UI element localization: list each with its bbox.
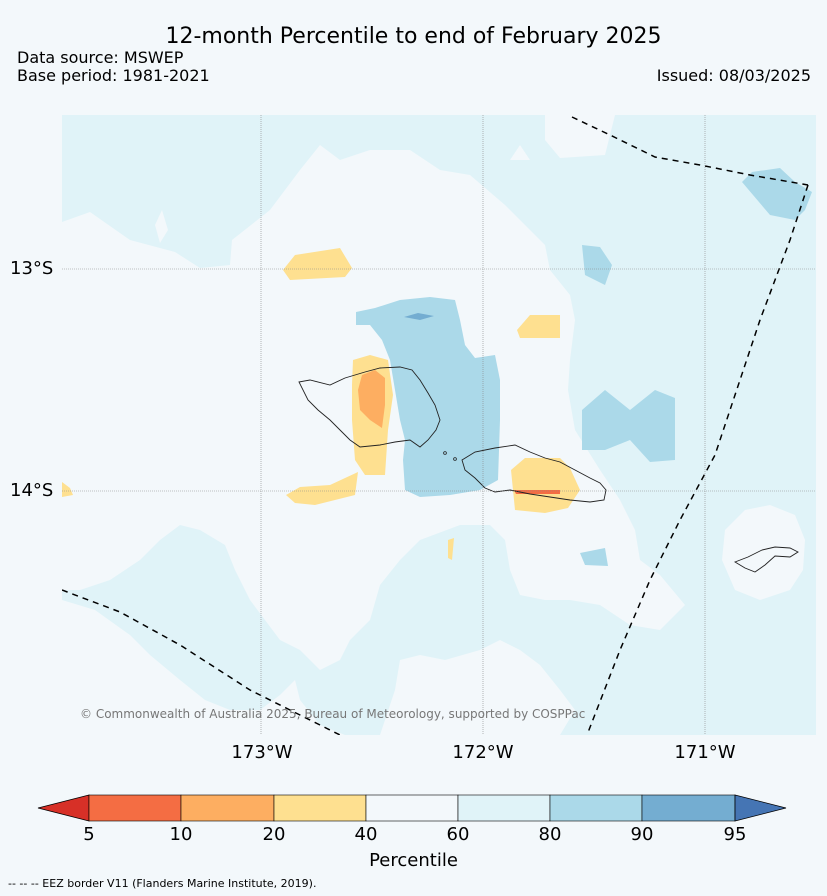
issued-date-label: Issued: 08/03/2025 xyxy=(656,66,811,85)
colorbar-segment xyxy=(549,794,643,822)
colorbar-tick: 40 xyxy=(354,824,378,845)
field-20-40-south xyxy=(448,538,454,560)
eez-border-north xyxy=(571,116,809,186)
lat-label-14s: 14°S xyxy=(10,480,54,501)
field-40-60-south-mid xyxy=(380,640,575,735)
colorbar xyxy=(37,794,787,822)
colorbar-tick: 80 xyxy=(538,824,562,845)
field-10-20-savaii xyxy=(358,370,385,428)
colorbar-segment xyxy=(641,794,736,822)
eez-border-southwest xyxy=(62,589,341,735)
colorbar-segment xyxy=(273,794,367,822)
colorbar-tick: 95 xyxy=(723,824,747,845)
colorbar-tick: 60 xyxy=(446,824,470,845)
lon-label-173w: 173°W xyxy=(231,742,293,763)
field-20-40-sw xyxy=(286,472,358,505)
field-40-60-south xyxy=(62,600,345,735)
copyright-notice: © Commonwealth of Australia 2025, Bureau… xyxy=(80,707,585,721)
savaii-island-outline xyxy=(298,366,441,448)
colorbar-tick: 5 xyxy=(83,824,95,845)
graticule xyxy=(62,115,816,735)
percentile-fields xyxy=(62,115,816,735)
field-20-40-edge xyxy=(62,482,73,497)
tutuila-island-outline xyxy=(733,546,799,573)
upolu-island-outline xyxy=(461,444,607,503)
data-source-label: Data source: MSWEP xyxy=(17,48,184,67)
colorbar-segment xyxy=(88,794,182,822)
lat-label-13s: 13°S xyxy=(10,258,54,279)
colorbar-extend-low xyxy=(37,794,90,822)
field-90-95-patch xyxy=(404,313,434,320)
field-80-90-n xyxy=(582,245,612,285)
manono-island-outline xyxy=(453,457,457,461)
field-80-90-central xyxy=(356,297,500,497)
field-40-60-top-small xyxy=(510,145,530,160)
field-80-90-ne xyxy=(742,168,812,220)
colorbar-segment xyxy=(180,794,275,822)
colorbar-segment xyxy=(457,794,551,822)
colorbar-segment xyxy=(365,794,459,822)
field-20-40-ne xyxy=(517,315,560,338)
colorbar-tick: 90 xyxy=(630,824,654,845)
field-40-60-top xyxy=(545,115,615,158)
eez-border-east xyxy=(586,184,809,735)
base-period-label: Base period: 1981-2021 xyxy=(17,66,210,85)
field-40-60-east-island xyxy=(722,505,805,600)
colorbar-label: Percentile xyxy=(369,850,458,871)
colorbar-tick: 20 xyxy=(262,824,286,845)
apolima-island-outline xyxy=(443,451,447,455)
lon-label-172w: 172°W xyxy=(452,742,514,763)
colorbar-tick: 10 xyxy=(169,824,193,845)
map-title: 12-month Percentile to end of February 2… xyxy=(165,24,662,49)
field-80-90-east xyxy=(582,390,675,462)
eez-legend-note: -- -- -- EEZ border V11 (Flanders Marine… xyxy=(8,877,317,890)
field-20-40-nw xyxy=(283,248,352,280)
field-80-90-s xyxy=(580,548,608,566)
colorbar-extend-high xyxy=(734,794,787,822)
field-40-60-left-small xyxy=(155,210,168,243)
lon-label-171w: 171°W xyxy=(674,742,736,763)
